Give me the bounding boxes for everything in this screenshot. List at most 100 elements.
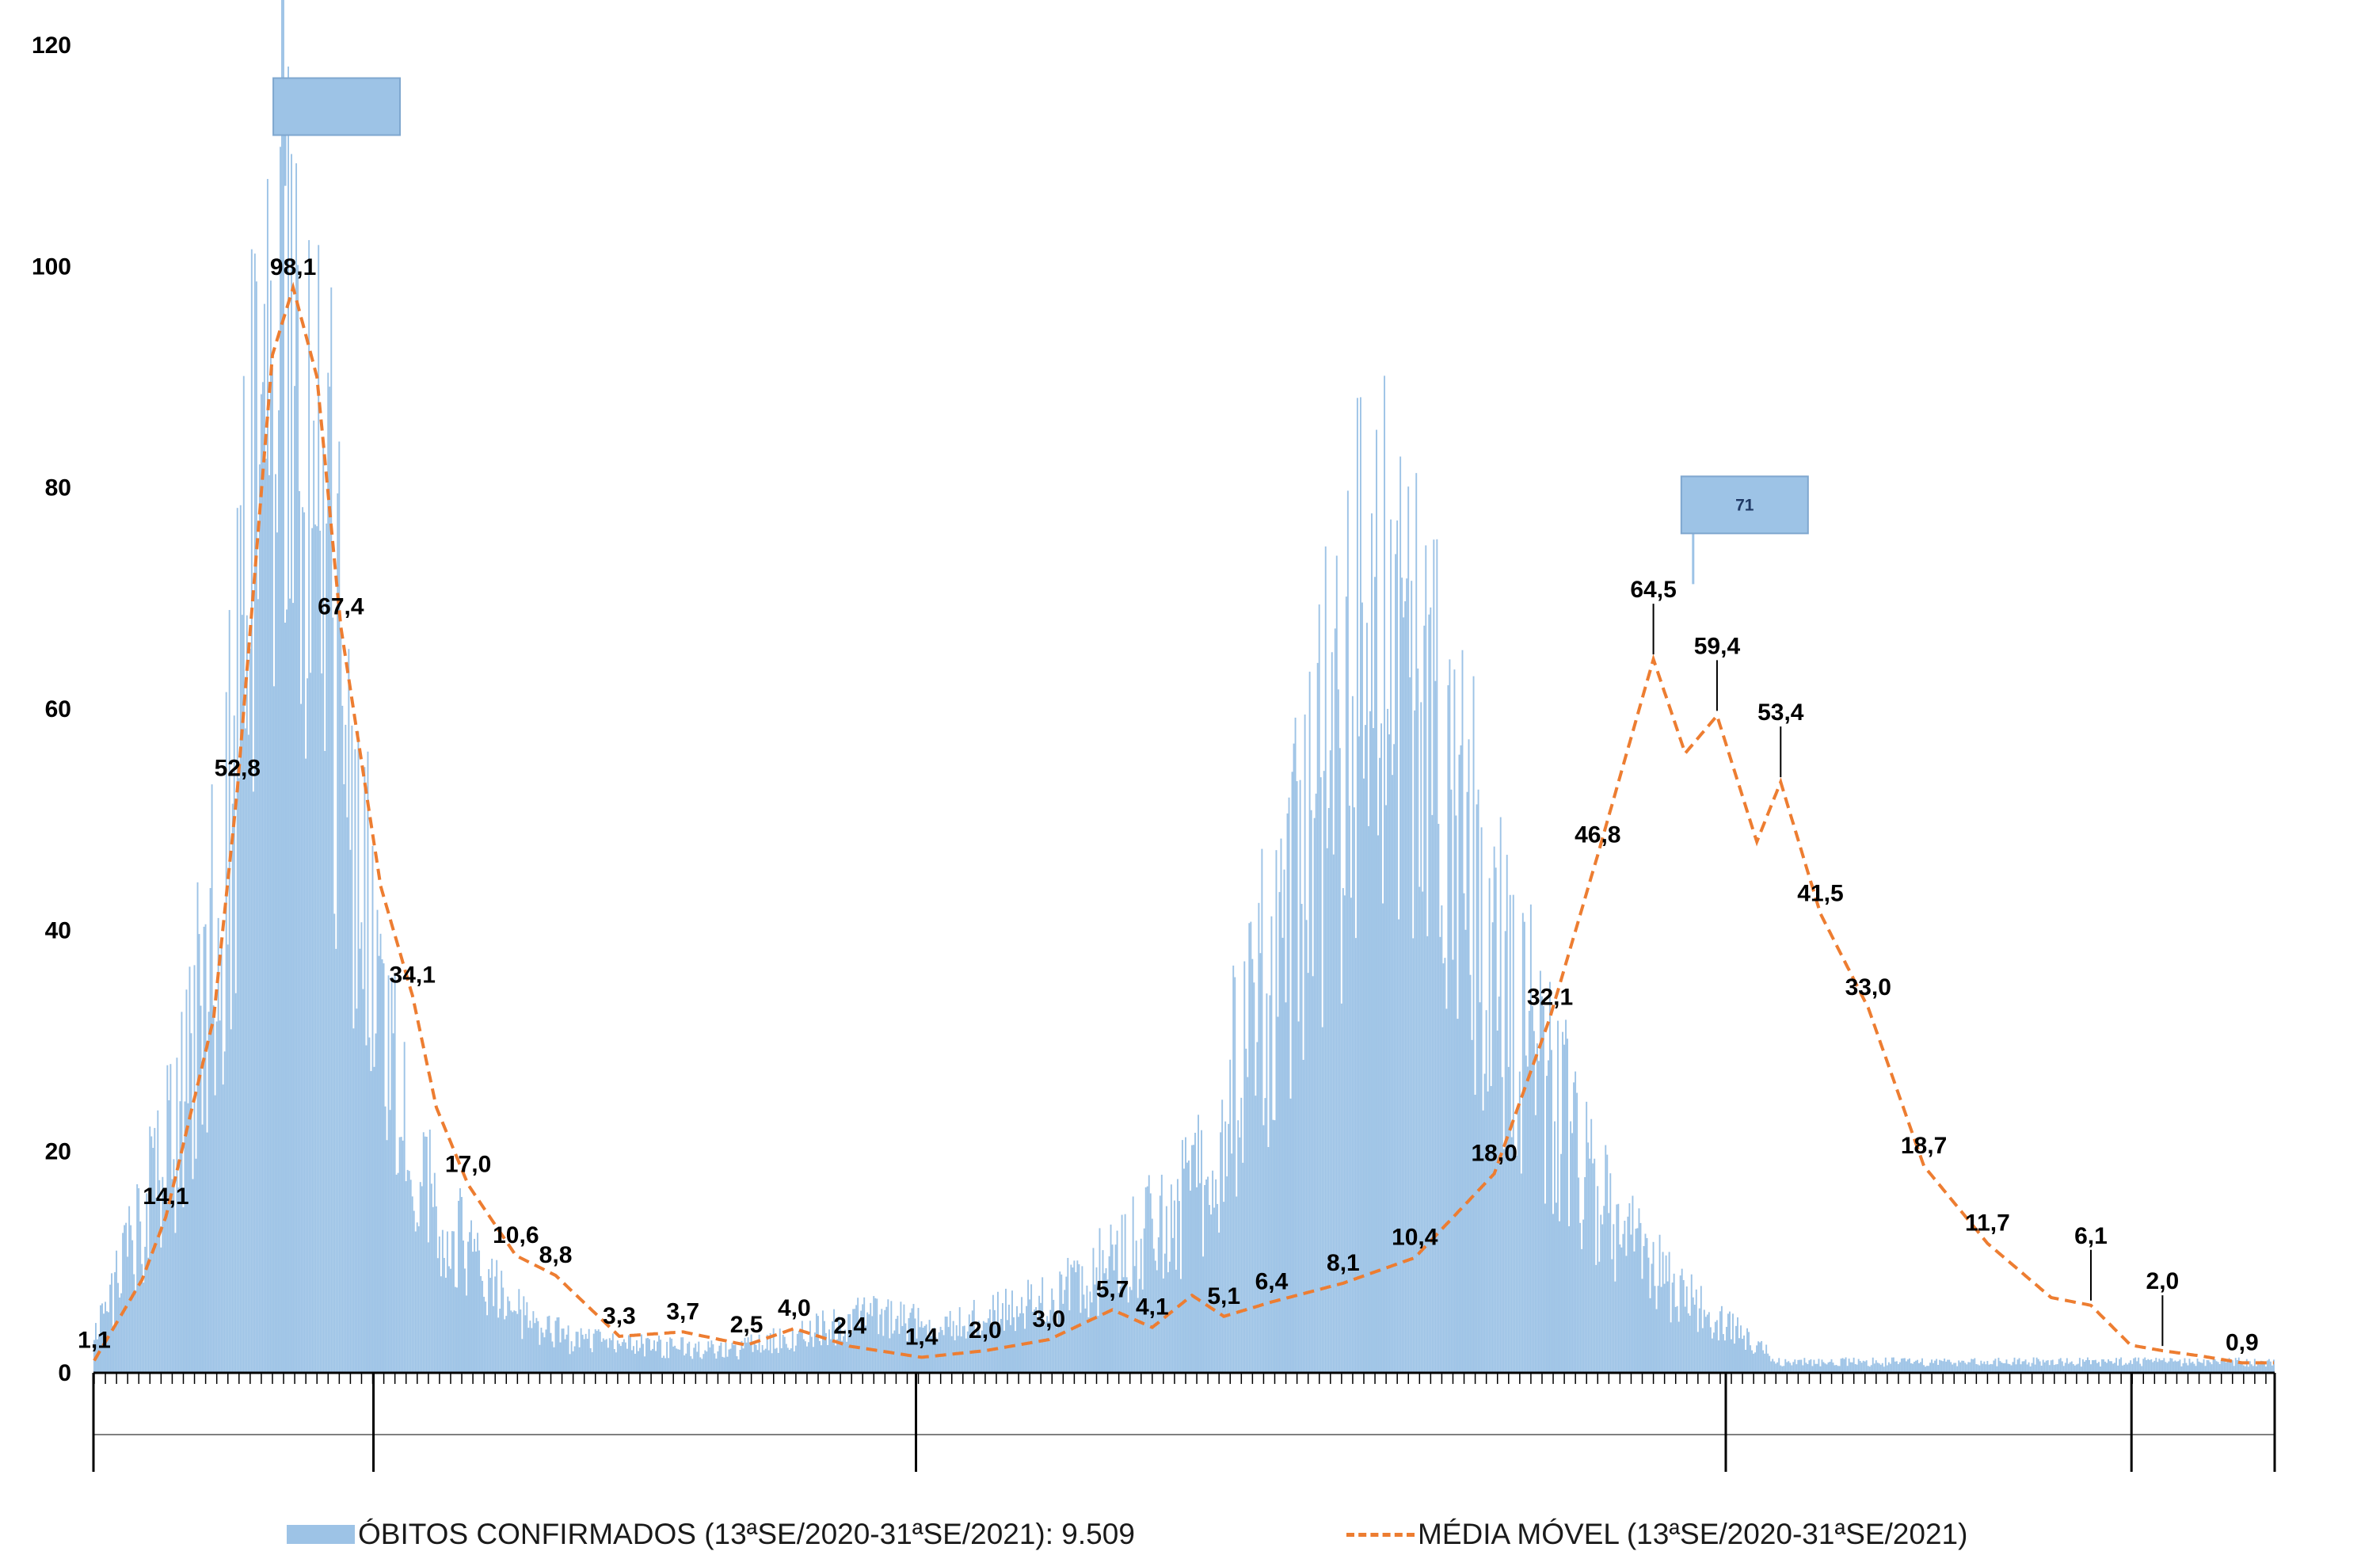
daily-death-bar xyxy=(438,1236,440,1373)
daily-death-bar xyxy=(1095,1267,1098,1373)
legend-swatch-bars xyxy=(287,1525,355,1544)
daily-death-bar xyxy=(1881,1363,1883,1373)
daily-death-bar xyxy=(2040,1365,2043,1373)
daily-death-bar xyxy=(1356,398,1358,1373)
daily-death-bar xyxy=(1144,1187,1147,1373)
daily-death-bar xyxy=(1958,1360,1960,1373)
daily-death-bar xyxy=(523,1296,525,1373)
daily-death-bar xyxy=(1220,1132,1222,1373)
daily-death-bar xyxy=(524,1315,527,1373)
daily-death-bar xyxy=(1182,1168,1185,1373)
daily-death-bar xyxy=(2158,1359,2161,1373)
daily-death-bar xyxy=(389,1110,391,1373)
daily-death-bar xyxy=(125,1222,128,1373)
daily-death-bar xyxy=(658,1336,661,1373)
daily-death-bar xyxy=(2139,1363,2142,1373)
daily-death-bar xyxy=(709,1347,711,1373)
daily-death-bar xyxy=(611,1333,614,1373)
daily-death-bar xyxy=(378,955,380,1373)
daily-death-bar xyxy=(1633,1251,1636,1373)
daily-death-bar xyxy=(1537,1061,1540,1373)
daily-death-bar xyxy=(1361,602,1363,1373)
moving-average-data-label: 53,4 xyxy=(1757,699,1804,726)
daily-death-bar xyxy=(635,1340,638,1373)
daily-death-bar xyxy=(1048,1321,1050,1373)
daily-death-bar xyxy=(1883,1366,1885,1373)
daily-death-bar xyxy=(701,1359,703,1373)
daily-death-bar xyxy=(963,1325,965,1373)
daily-death-bar xyxy=(1251,959,1254,1373)
daily-death-bar xyxy=(586,1339,588,1373)
daily-death-bar xyxy=(607,1347,609,1373)
daily-death-bar xyxy=(493,1305,495,1373)
daily-death-bar xyxy=(1914,1362,1915,1373)
daily-death-bar xyxy=(532,1311,535,1373)
daily-death-bar xyxy=(1862,1360,1864,1373)
daily-death-bar xyxy=(1313,818,1316,1373)
daily-death-bar xyxy=(581,1334,584,1373)
daily-death-bar xyxy=(1266,993,1268,1373)
daily-death-bar xyxy=(1668,1252,1670,1373)
daily-death-bar xyxy=(1559,1221,1560,1373)
daily-death-bar xyxy=(2053,1365,2055,1373)
moving-average-data-label: 1,4 xyxy=(905,1324,939,1350)
daily-death-bar xyxy=(958,1307,961,1373)
daily-death-bar xyxy=(2242,1365,2245,1373)
daily-death-bar xyxy=(367,751,369,1373)
daily-death-bar xyxy=(272,686,275,1373)
daily-death-bar xyxy=(2253,1359,2256,1373)
daily-death-bar xyxy=(1382,903,1384,1373)
daily-death-bar xyxy=(2174,1360,2176,1373)
daily-death-bar xyxy=(2028,1362,2030,1373)
daily-death-bar xyxy=(1775,1363,1777,1373)
daily-death-bar xyxy=(992,1294,994,1373)
legend-label-bars: ÓBITOS CONFIRMADOS (13ªSE/2020-31ªSE/202… xyxy=(358,1518,1135,1550)
daily-death-bar xyxy=(849,1313,851,1373)
daily-death-bar xyxy=(974,1337,977,1373)
daily-death-bar xyxy=(225,692,227,1373)
daily-death-bar xyxy=(127,1256,129,1373)
daily-death-bar xyxy=(217,917,219,1373)
daily-death-bar xyxy=(644,1356,645,1373)
daily-death-bar xyxy=(257,599,259,1373)
daily-death-bar xyxy=(973,1300,975,1373)
daily-death-bar xyxy=(1354,938,1357,1373)
daily-death-bar xyxy=(589,1347,592,1373)
daily-death-bar xyxy=(543,1337,546,1373)
daily-death-bar xyxy=(483,1297,486,1373)
daily-death-bar xyxy=(340,630,342,1373)
moving-average-data-label: 4,0 xyxy=(778,1295,811,1321)
daily-death-bar xyxy=(777,1352,779,1373)
daily-death-bar xyxy=(1983,1361,1986,1373)
daily-death-bar xyxy=(1971,1359,1973,1373)
daily-death-bar xyxy=(1851,1362,1853,1373)
daily-death-bar xyxy=(2010,1365,2013,1373)
daily-death-bar xyxy=(472,1252,474,1373)
daily-death-bar xyxy=(1453,669,1456,1373)
daily-death-bar xyxy=(1464,929,1467,1373)
daily-death-bar xyxy=(1759,1342,1761,1373)
daily-death-bar xyxy=(908,1318,910,1373)
daily-death-bar xyxy=(1412,938,1415,1373)
daily-death-bar xyxy=(952,1321,954,1373)
daily-death-bar xyxy=(920,1321,923,1373)
daily-death-bar xyxy=(966,1331,969,1373)
daily-death-bar xyxy=(1129,1286,1131,1373)
daily-death-bar xyxy=(436,1258,439,1373)
daily-death-bar xyxy=(1853,1357,1855,1373)
daily-death-bar xyxy=(1525,1055,1527,1373)
daily-death-bar xyxy=(1531,1006,1533,1373)
daily-death-bar xyxy=(1086,1285,1088,1373)
daily-death-bar xyxy=(250,249,253,1373)
daily-death-bar xyxy=(244,728,246,1373)
daily-death-bar xyxy=(497,1317,500,1373)
daily-death-bar xyxy=(531,1328,533,1373)
moving-average-data-label: 64,5 xyxy=(1630,577,1676,603)
daily-death-bar xyxy=(1118,1293,1120,1373)
daily-death-bar xyxy=(360,922,363,1373)
daily-death-bar xyxy=(305,758,307,1373)
daily-death-bar xyxy=(1207,1176,1209,1373)
daily-death-bar xyxy=(1377,835,1379,1373)
daily-death-bar xyxy=(1937,1365,1940,1373)
daily-death-bar xyxy=(1212,1170,1214,1373)
